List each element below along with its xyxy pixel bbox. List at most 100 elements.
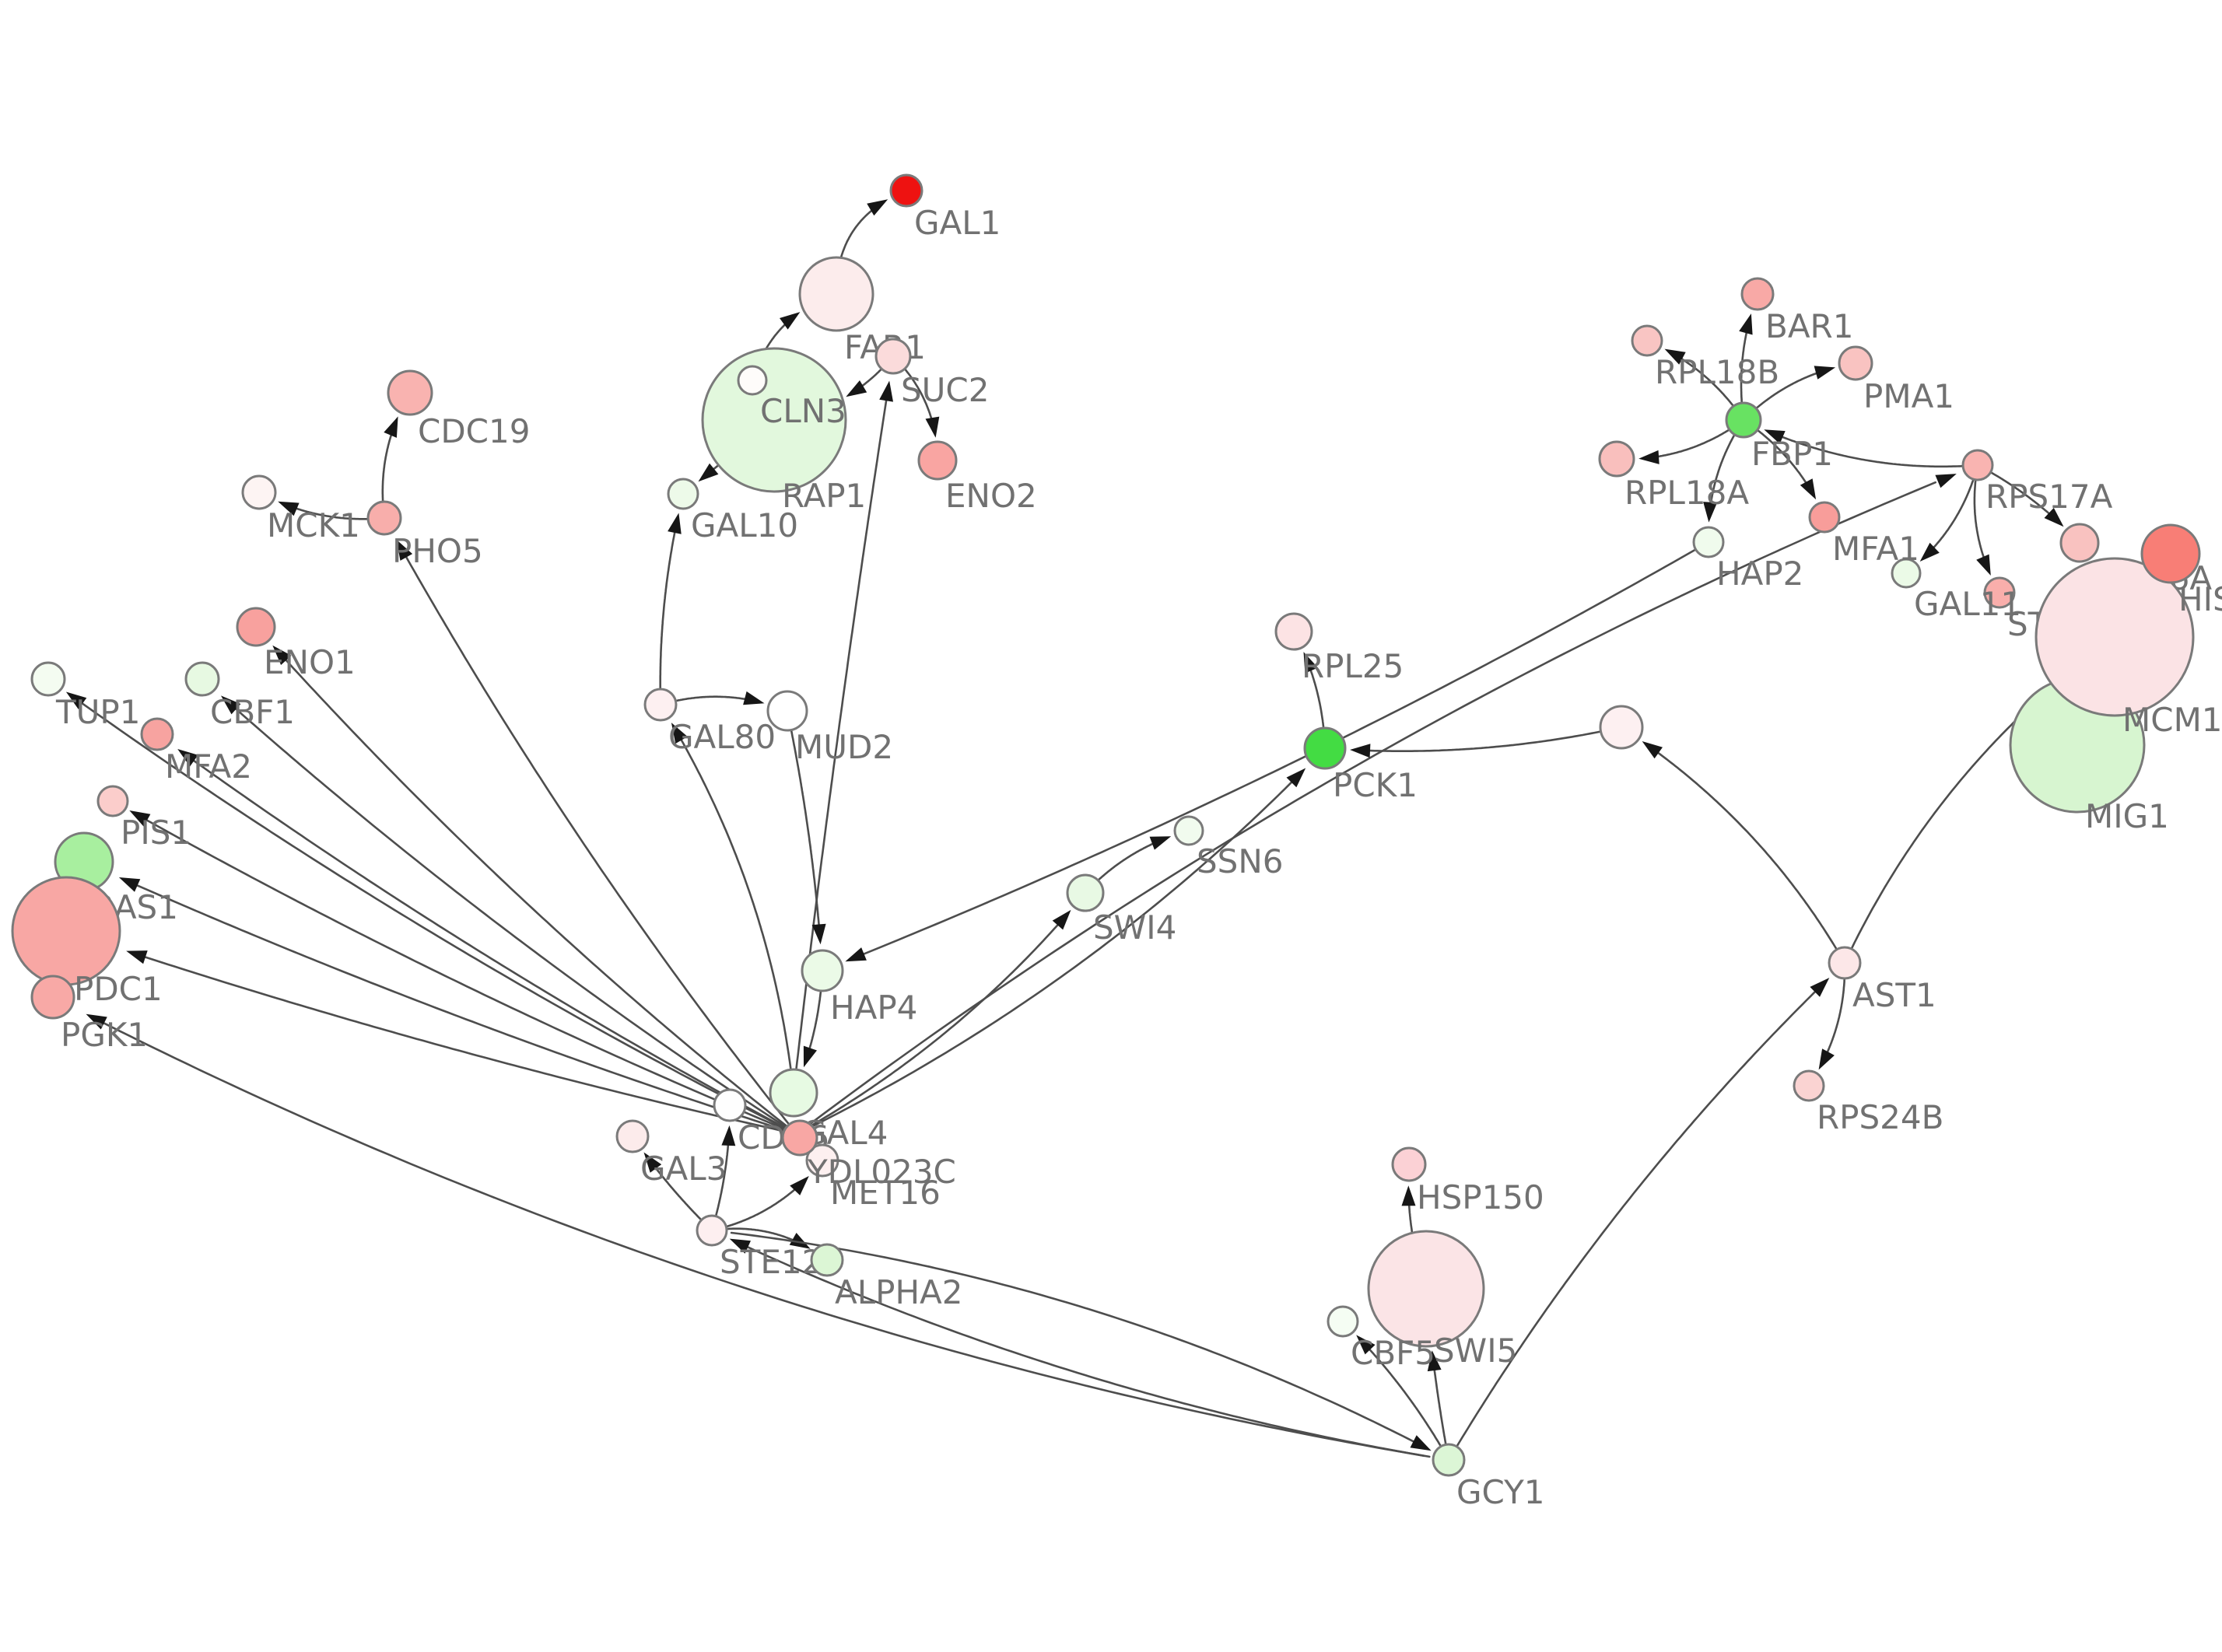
edge-ste12-cdc6[interactable] <box>714 1140 730 1219</box>
edge-hap2-hap4[interactable] <box>859 549 1695 957</box>
edge-far1-gal1[interactable] <box>839 207 876 261</box>
edge-ast1-rps24b[interactable] <box>1824 976 1846 1056</box>
node-hap2[interactable] <box>1692 526 1725 558</box>
node-rpl18a[interactable] <box>1598 440 1635 478</box>
edge-gal4-gal80[interactable] <box>678 737 792 1070</box>
edge-gal4-pdc1[interactable] <box>137 954 792 1134</box>
edge-fbp1-mfa1[interactable] <box>1755 429 1810 487</box>
edge-ast1-unlabeled[interactable] <box>1654 750 1838 950</box>
edge-rps17a-rpl16a[interactable] <box>1989 471 2052 516</box>
node-cdc19[interactable] <box>387 369 433 416</box>
node-pis1[interactable] <box>96 785 129 817</box>
node-gcy1[interactable] <box>1432 1443 1466 1477</box>
edge-gal4-pho5[interactable] <box>401 549 794 1131</box>
edge-gal4-rps17a[interactable] <box>804 481 1936 1129</box>
edge-fbp1-rpl18a[interactable] <box>1653 428 1732 458</box>
node-gal1[interactable] <box>889 173 923 208</box>
node-mud2[interactable] <box>766 690 808 732</box>
edge-swi5-hsp150[interactable] <box>1407 1200 1414 1235</box>
edge-fbp1-pma1[interactable] <box>1754 371 1821 411</box>
node-pck1[interactable] <box>1303 726 1347 770</box>
node-hap4[interactable] <box>801 949 844 992</box>
node-suc2[interactable] <box>874 338 912 375</box>
edge-gal4-pck1[interactable] <box>801 779 1295 1133</box>
node-alpha2[interactable] <box>810 1243 844 1277</box>
node-far1[interactable] <box>798 256 874 332</box>
edge-gcy1-swi5[interactable] <box>1432 1365 1447 1447</box>
edge-gal80-mud2[interactable] <box>673 695 750 702</box>
node-gal11[interactable] <box>1891 558 1922 589</box>
node-pdc1[interactable] <box>11 876 121 986</box>
edge-gal4-eno1[interactable] <box>284 658 793 1132</box>
edge-gcy1-ast1[interactable] <box>1456 988 1819 1447</box>
node-ssn6[interactable] <box>1173 815 1204 846</box>
edge-suc2-rap1[interactable] <box>859 367 883 389</box>
node-rps17a[interactable] <box>1961 449 1994 481</box>
edge-ast1-mcm1[interactable] <box>1849 699 2038 951</box>
edge-ste12-alpha2[interactable] <box>724 1227 797 1243</box>
node-unlabeled[interactable] <box>1599 705 1644 750</box>
edge-gal4-mfa2[interactable] <box>187 755 793 1132</box>
node-eno1[interactable] <box>236 607 276 647</box>
node-pma1[interactable] <box>1838 345 1873 381</box>
node-swi4[interactable] <box>1066 873 1105 912</box>
node-tup1[interactable] <box>30 661 66 697</box>
node-gal80[interactable] <box>643 688 678 722</box>
node-bar1[interactable] <box>1740 277 1775 311</box>
edge-gal4-tup1[interactable] <box>76 699 791 1132</box>
node-ste2[interactable] <box>1983 576 2016 609</box>
node-rps24b[interactable] <box>1793 1069 1825 1102</box>
edge-suc2-eno2[interactable] <box>902 366 934 423</box>
edge-hap4-gal4[interactable] <box>808 989 822 1052</box>
edge-ste12-gcy1[interactable] <box>730 1231 1415 1443</box>
node-rpl16a[interactable] <box>2059 523 2100 563</box>
edge-pho5-mck1[interactable] <box>292 506 370 520</box>
node-hsp150[interactable] <box>1391 1146 1427 1182</box>
edge-gal4-pis1[interactable] <box>145 818 792 1133</box>
node-eno2[interactable] <box>917 440 958 481</box>
edge-rps17a-ste2[interactable] <box>1973 478 1986 562</box>
edge-swi4-ssn6[interactable] <box>1095 841 1157 883</box>
edge-gcy1-ste12[interactable] <box>746 1245 1431 1458</box>
node-pho5[interactable] <box>366 500 402 536</box>
node-gal4[interactable] <box>769 1068 818 1118</box>
edge-fbp1-hap2[interactable] <box>1709 432 1737 508</box>
node-met16[interactable] <box>805 1143 839 1178</box>
edge-gal80-gal10[interactable] <box>659 527 677 691</box>
node-fbp1[interactable] <box>1725 401 1762 439</box>
node-cbf5[interactable] <box>1327 1305 1359 1338</box>
edge-gal4-cbf1[interactable] <box>229 702 793 1132</box>
edge-pho5-cdc19[interactable] <box>381 430 394 504</box>
node-gal3[interactable] <box>615 1119 650 1153</box>
edge-fbp1-bar1[interactable] <box>1740 327 1749 405</box>
node-mck1[interactable] <box>241 474 277 510</box>
node-rpl18b[interactable] <box>1631 324 1663 357</box>
node-rpl25[interactable] <box>1274 612 1313 651</box>
edge-ste12-met16[interactable] <box>724 1185 799 1228</box>
node-gal10[interactable] <box>667 478 699 510</box>
node-cdc6[interactable] <box>713 1088 747 1122</box>
edge-ste12-gal3[interactable] <box>652 1164 704 1223</box>
edge-fbp1-rpl18b[interactable] <box>1677 355 1736 408</box>
node-pgk1[interactable] <box>30 975 75 1020</box>
node-cln3[interactable] <box>737 365 768 396</box>
node-ste12[interactable] <box>696 1214 728 1247</box>
node-swi5[interactable] <box>1367 1230 1485 1348</box>
edge-rps17a-fbp1[interactable] <box>1778 434 1964 468</box>
node-cbf1[interactable] <box>184 661 220 697</box>
edge-rps17a-gal11[interactable] <box>1930 477 1975 551</box>
node-his4[interactable] <box>2140 523 2201 584</box>
edge-gal4-swi4[interactable] <box>798 920 1062 1134</box>
edge-unlabeled-pck1[interactable] <box>1366 730 1603 752</box>
edge-mud2-hap4[interactable] <box>790 729 821 930</box>
node-ast1[interactable] <box>1828 946 1862 980</box>
edge-gcy1-pgk1[interactable] <box>96 1018 1425 1458</box>
edge-gal4-bas1[interactable] <box>129 881 792 1133</box>
edge-pck1-rpl25[interactable] <box>1308 666 1325 730</box>
node-mfa1[interactable] <box>1808 501 1841 534</box>
node-mfa2[interactable] <box>140 717 174 751</box>
node-ydl023c[interactable] <box>781 1119 818 1157</box>
node-mcm1[interactable] <box>2034 557 2195 717</box>
edge-gcy1-cbf5[interactable] <box>1366 1346 1442 1448</box>
